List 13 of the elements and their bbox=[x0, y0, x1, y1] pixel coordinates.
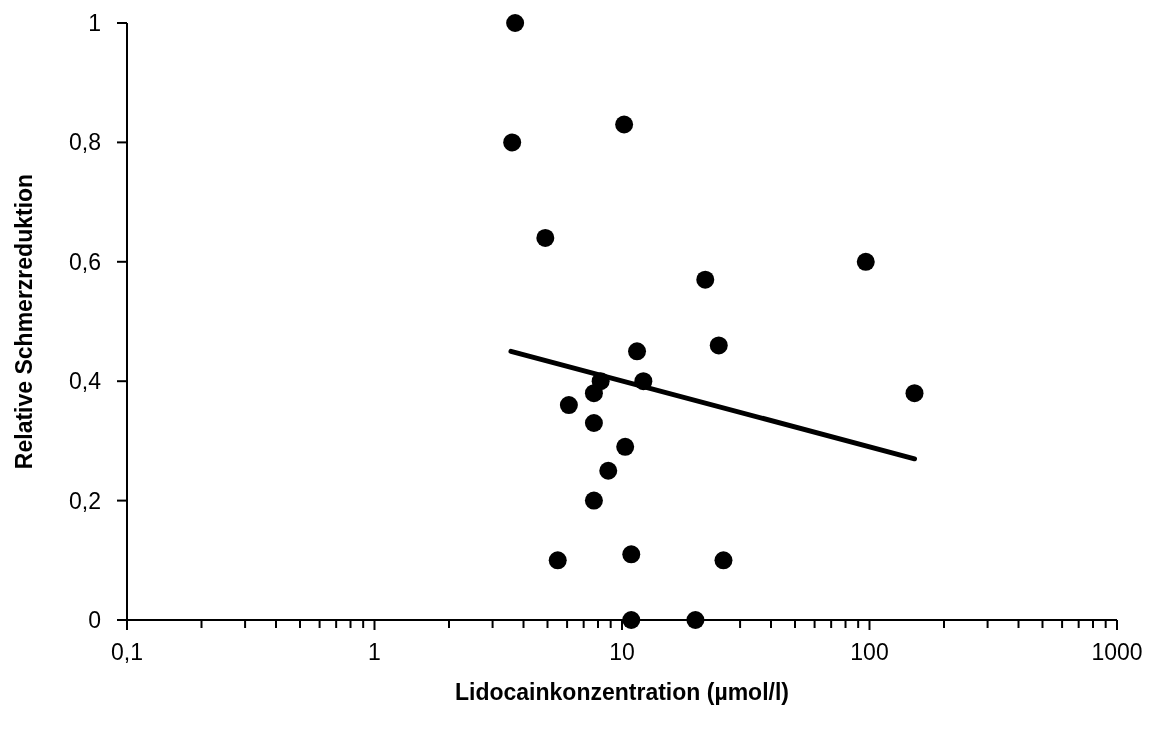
y-tick-label: 0,2 bbox=[69, 487, 101, 514]
y-tick-label: 0,6 bbox=[69, 248, 101, 275]
y-axis-title: Relative Schmerzreduktion bbox=[11, 173, 37, 470]
y-tick-label: 0,4 bbox=[69, 368, 102, 395]
x-tick-label: 1 bbox=[368, 639, 381, 665]
x-axis-title: Lidocainkonzentration (µmol/l) bbox=[455, 679, 789, 705]
x-tick-label: 100 bbox=[850, 639, 889, 665]
y-tick-label: 0,8 bbox=[69, 129, 101, 156]
y-tick-label: 1 bbox=[88, 10, 101, 37]
x-tick-label: 1000 bbox=[1091, 639, 1143, 665]
x-tick-label: 10 bbox=[609, 639, 635, 665]
x-tick-label: 0,1 bbox=[111, 639, 143, 665]
y-tick-label: 0 bbox=[88, 607, 101, 634]
